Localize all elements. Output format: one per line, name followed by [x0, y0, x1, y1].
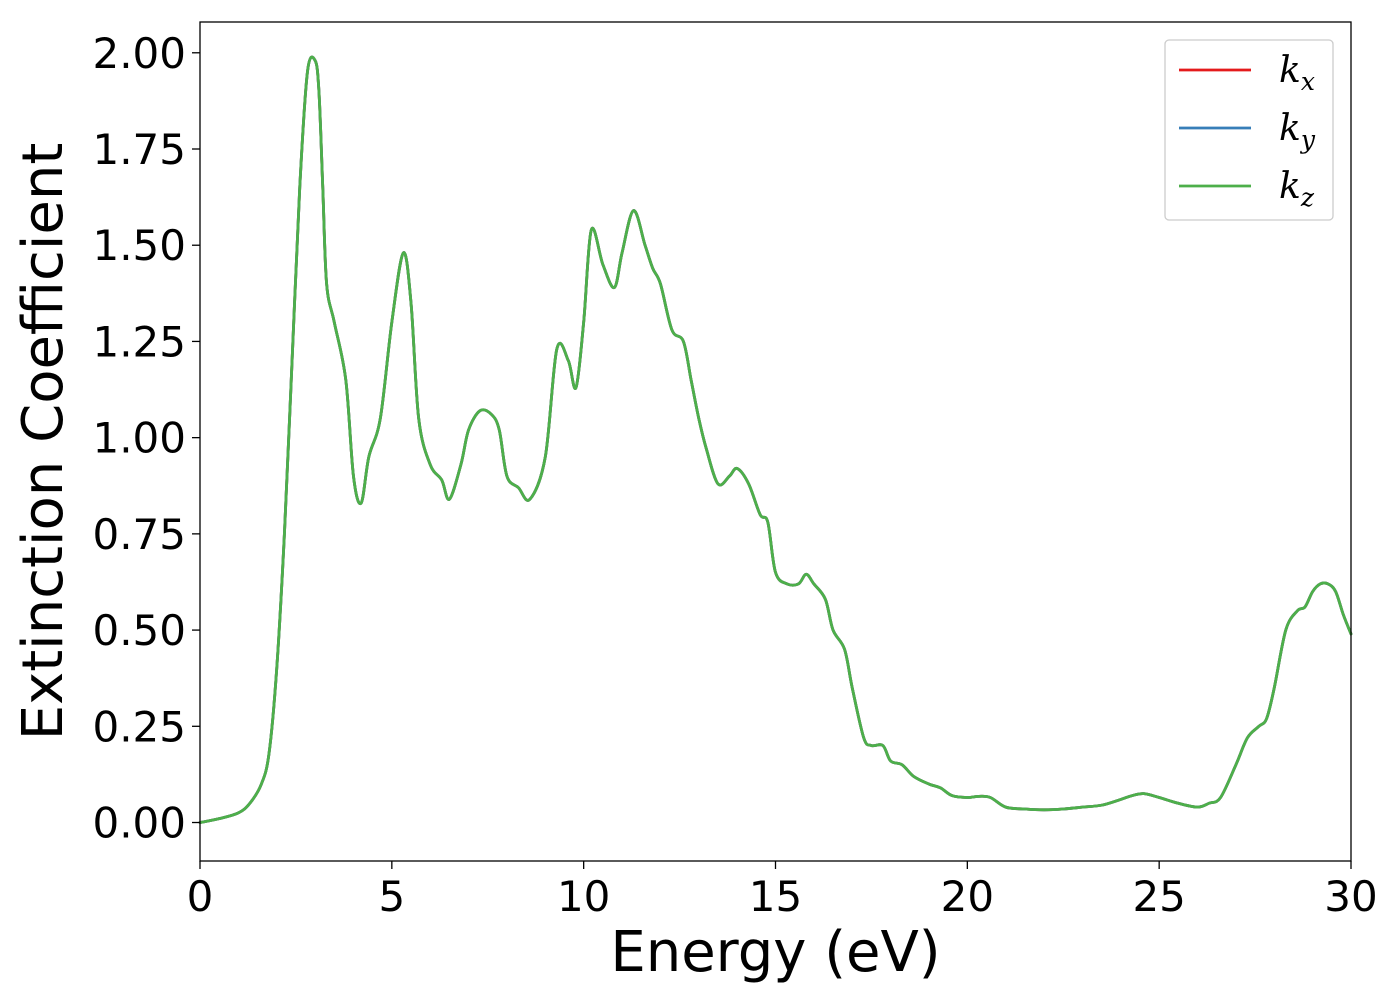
x-tick-label: 30 — [1324, 872, 1377, 921]
x-tick-label: 20 — [941, 872, 994, 921]
x-tick-label: 5 — [378, 872, 405, 921]
y-tick-label: 1.00 — [92, 414, 186, 463]
y-tick-label: 1.75 — [92, 125, 186, 174]
y-tick-label: 2.00 — [92, 29, 186, 78]
y-tick-label: 0.75 — [92, 510, 186, 559]
y-tick-label: 0.25 — [92, 702, 186, 751]
y-axis-ticks: 0.00 0.25 0.50 0.75 1.00 1.25 1.50 1.75 2.00 — [92, 29, 200, 848]
x-tick-label: 0 — [187, 872, 214, 921]
x-tick-label: 15 — [749, 872, 802, 921]
y-tick-label: 1.25 — [92, 317, 186, 366]
x-tick-label: 10 — [557, 872, 610, 921]
y-tick-label: 0.50 — [92, 606, 186, 655]
y-tick-label: 0.00 — [92, 799, 186, 848]
x-tick-label: 25 — [1132, 872, 1185, 921]
y-tick-label: 1.50 — [92, 221, 186, 270]
x-axis-title: Energy (eV) — [610, 920, 940, 985]
y-axis-title: Extinction Coefficient — [11, 143, 76, 741]
